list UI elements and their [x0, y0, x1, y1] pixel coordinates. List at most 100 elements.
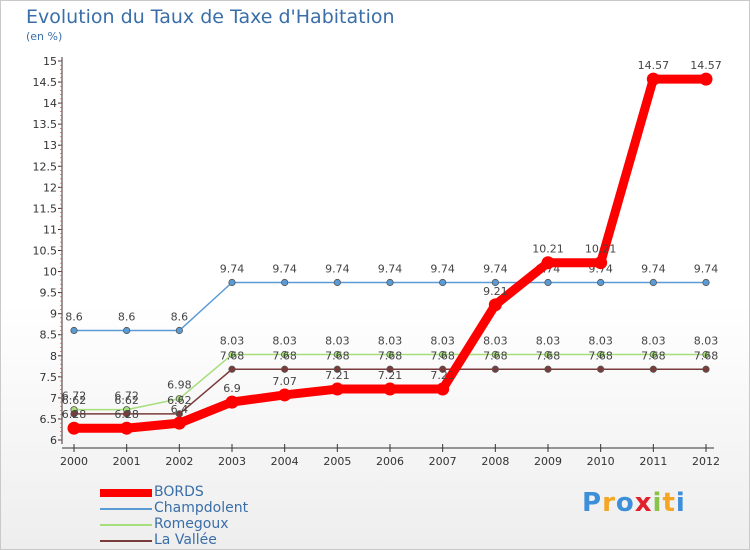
x-tick-label: 2010	[587, 455, 615, 468]
data-point	[175, 326, 183, 335]
logo-letter: P	[582, 488, 603, 518]
data-label: 7.68	[536, 349, 561, 362]
data-point	[491, 365, 499, 373]
data-label: 10.21	[532, 243, 564, 256]
data-label: 8.03	[272, 335, 297, 348]
data-point	[544, 278, 552, 287]
data-label: 6.4	[171, 403, 189, 416]
data-point	[228, 365, 236, 373]
data-label: 8.03	[430, 335, 455, 348]
x-tick-label: 2011	[639, 455, 667, 468]
legend-swatch	[100, 524, 152, 526]
data-label: 9.74	[483, 263, 508, 276]
y-tick-label: 8.5	[40, 329, 58, 342]
data-label: 7.68	[378, 349, 403, 362]
data-point	[333, 278, 341, 287]
y-tick-label: 12.5	[33, 160, 58, 173]
data-point	[439, 278, 447, 287]
logo-letter: i	[675, 488, 686, 518]
data-point	[597, 365, 605, 373]
data-label: 6.98	[167, 379, 192, 392]
legend-swatch	[100, 489, 152, 497]
legend-item: BORDS	[100, 484, 320, 500]
data-label: 9.74	[378, 263, 403, 276]
chart-subtitle: (en %)	[26, 30, 63, 43]
data-label: 8.6	[118, 311, 136, 324]
x-tick-label: 2006	[376, 455, 404, 468]
logo-letter: i	[652, 488, 663, 518]
data-label: 6.62	[167, 394, 192, 407]
data-point	[439, 365, 447, 373]
y-tick-label: 10.5	[33, 245, 58, 258]
data-label: 6.62	[62, 394, 87, 407]
data-point	[439, 350, 447, 359]
proxiti-logo: Proxiti	[582, 488, 686, 518]
data-point	[172, 416, 186, 430]
data-label: 10.21	[585, 243, 617, 256]
x-tick-label: 2005	[323, 455, 351, 468]
legend-label: Champdolent	[154, 500, 249, 516]
data-point	[649, 365, 657, 373]
y-tick-label: 9	[50, 308, 57, 321]
data-point	[594, 256, 608, 270]
data-label: 9.74	[694, 263, 719, 276]
legend-label: Romegoux	[154, 516, 229, 532]
legend-label: BORDS	[154, 484, 204, 500]
data-point	[281, 350, 289, 359]
data-point	[120, 421, 134, 435]
data-label: 8.03	[325, 335, 350, 348]
data-point	[67, 421, 81, 435]
data-label: 7.21	[378, 369, 403, 382]
data-point	[386, 278, 394, 287]
x-tick-label: 2001	[113, 455, 141, 468]
series-line-champdolent	[73, 281, 707, 332]
y-tick-label: 11.5	[33, 202, 58, 215]
data-point	[491, 278, 499, 287]
y-tick-label: 6	[50, 434, 57, 447]
data-point	[333, 350, 341, 359]
data-label: 8.03	[694, 335, 719, 348]
data-point	[123, 326, 131, 335]
data-label: 7.68	[272, 349, 297, 362]
data-label: 7.68	[641, 349, 666, 362]
data-label: 6.28	[62, 408, 87, 421]
data-point	[278, 388, 292, 402]
y-tick-label: 10	[43, 266, 57, 279]
data-label: 7.68	[430, 349, 455, 362]
data-point	[333, 365, 341, 373]
data-label: 8.03	[641, 335, 666, 348]
data-point	[386, 350, 394, 359]
data-point	[281, 365, 289, 373]
y-tick-label: 14	[43, 97, 57, 110]
y-tick-label: 13	[43, 139, 57, 152]
data-point	[544, 365, 552, 373]
data-point	[702, 365, 710, 373]
data-label: 7.68	[694, 349, 719, 362]
x-tick-label: 2008	[481, 455, 509, 468]
data-label: 7.68	[325, 349, 350, 362]
y-tick-label: 9.5	[40, 287, 58, 300]
data-label: 9.74	[220, 263, 245, 276]
data-label: 8.6	[65, 311, 83, 324]
data-point	[330, 382, 344, 396]
data-point	[70, 410, 78, 418]
legend-swatch	[100, 540, 152, 542]
data-label: 7.68	[588, 349, 613, 362]
data-label: 7.68	[220, 349, 245, 362]
legend-label: La Vallée	[154, 532, 217, 548]
data-label: 7.21	[325, 369, 350, 382]
y-tick-label: 11	[43, 223, 57, 236]
data-label: 9.74	[641, 263, 666, 276]
y-tick-label: 8	[50, 350, 57, 363]
data-point	[702, 278, 710, 287]
data-label: 8.03	[536, 335, 561, 348]
y-tick-label: 15	[43, 55, 57, 68]
y-tick-label: 6.5	[40, 413, 58, 426]
legend-item: Champdolent	[100, 500, 320, 516]
data-point	[70, 326, 78, 335]
data-point	[281, 278, 289, 287]
x-tick-label: 2004	[271, 455, 299, 468]
logo-letter: o	[615, 488, 635, 518]
legend-swatch	[100, 508, 152, 510]
